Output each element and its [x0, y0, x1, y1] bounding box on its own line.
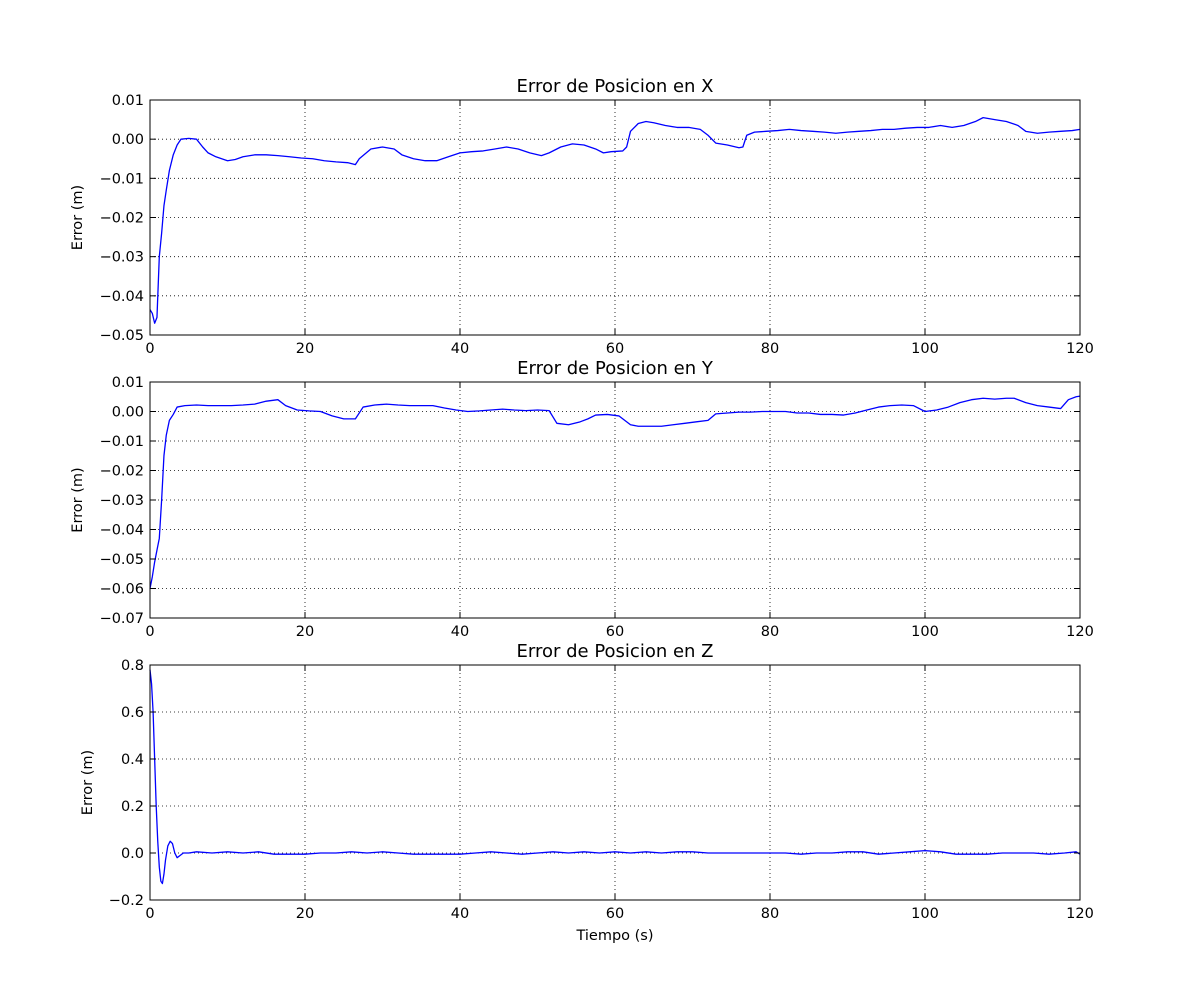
x-tick-label: 40 [451, 341, 469, 357]
y-tick-label: 0.4 [121, 752, 144, 768]
y-tick-label: −0.02 [100, 211, 144, 227]
subplot-2: 0 20 40 60 80 100 120 −0.07 −0.06 −0.05 −0.04 −0.03… [70, 358, 1094, 640]
y-tick-label: 0.0 [121, 846, 144, 862]
y-tick-label: −0.04 [100, 289, 144, 305]
x-tick-label: 100 [911, 906, 939, 922]
y-tick-label: 0.01 [112, 93, 144, 109]
x-tick-label: 0 [145, 341, 154, 357]
subplot-1: 0 20 40 60 80 100 120 −0.05 −0.04 −0.03 −0.02 −0.01… [70, 76, 1094, 357]
y-tick-label: −0.02 [100, 464, 144, 480]
y-tick-label: 0.6 [121, 705, 144, 721]
y-axis-label: Error (m) [70, 467, 86, 532]
subplot-3: 0 20 40 60 80 100 120 −0.2 0.0 0.2 0.4 0.6 0.8 Error … [80, 641, 1094, 944]
subplot-title: Error de Posicion en Y [517, 358, 714, 379]
x-tick-label: 20 [296, 624, 314, 640]
x-tick-label: 120 [1066, 906, 1094, 922]
x-tick-label: 20 [296, 906, 314, 922]
y-tick-label: 0.01 [112, 375, 144, 391]
x-tick-label: 20 [296, 341, 314, 357]
series-line [149, 395, 1081, 589]
x-tick-label: 60 [606, 906, 624, 922]
y-tick-label: 0.8 [121, 658, 144, 674]
y-tick-label: −0.05 [100, 552, 144, 568]
y-tick-label: −0.01 [100, 171, 144, 187]
axes-frame [149, 664, 1081, 901]
y-tick-label: −0.03 [100, 250, 144, 266]
x-tick-label: 80 [761, 341, 779, 357]
y-tick-label: −0.04 [100, 523, 144, 539]
y-tick-label: −0.07 [100, 611, 144, 627]
x-tick-label: 60 [606, 341, 624, 357]
y-tick-label: 0.2 [121, 799, 144, 815]
y-tick-label: −0.05 [100, 328, 144, 344]
x-axis-label: Tiempo (s) [575, 928, 653, 944]
x-tick-label: 80 [761, 906, 779, 922]
x-tick-label: 120 [1066, 341, 1094, 357]
y-axis-label: Error (m) [70, 185, 86, 250]
y-axis-label: Error (m) [80, 750, 96, 815]
subplot-title: Error de Posicion en X [517, 76, 714, 97]
x-tick-label: 40 [451, 624, 469, 640]
y-tick-label: −0.03 [100, 493, 144, 509]
x-tick-label: 0 [145, 624, 154, 640]
y-tick-label: 0.00 [112, 405, 144, 421]
x-tick-label: 120 [1066, 624, 1094, 640]
x-tick-label: 80 [761, 624, 779, 640]
x-tick-label: 100 [911, 624, 939, 640]
series-line [149, 669, 1081, 885]
y-tick-label: −0.06 [100, 582, 144, 598]
subplot-title: Error de Posicion en Z [517, 641, 714, 662]
x-tick-label: 60 [606, 624, 624, 640]
x-tick-label: 0 [145, 906, 154, 922]
y-tick-label: 0.00 [112, 132, 144, 148]
y-tick-label: −0.01 [100, 434, 144, 450]
series-line [149, 116, 1081, 324]
x-tick-label: 100 [911, 341, 939, 357]
x-tick-label: 40 [451, 906, 469, 922]
y-tick-label: −0.2 [109, 893, 144, 909]
